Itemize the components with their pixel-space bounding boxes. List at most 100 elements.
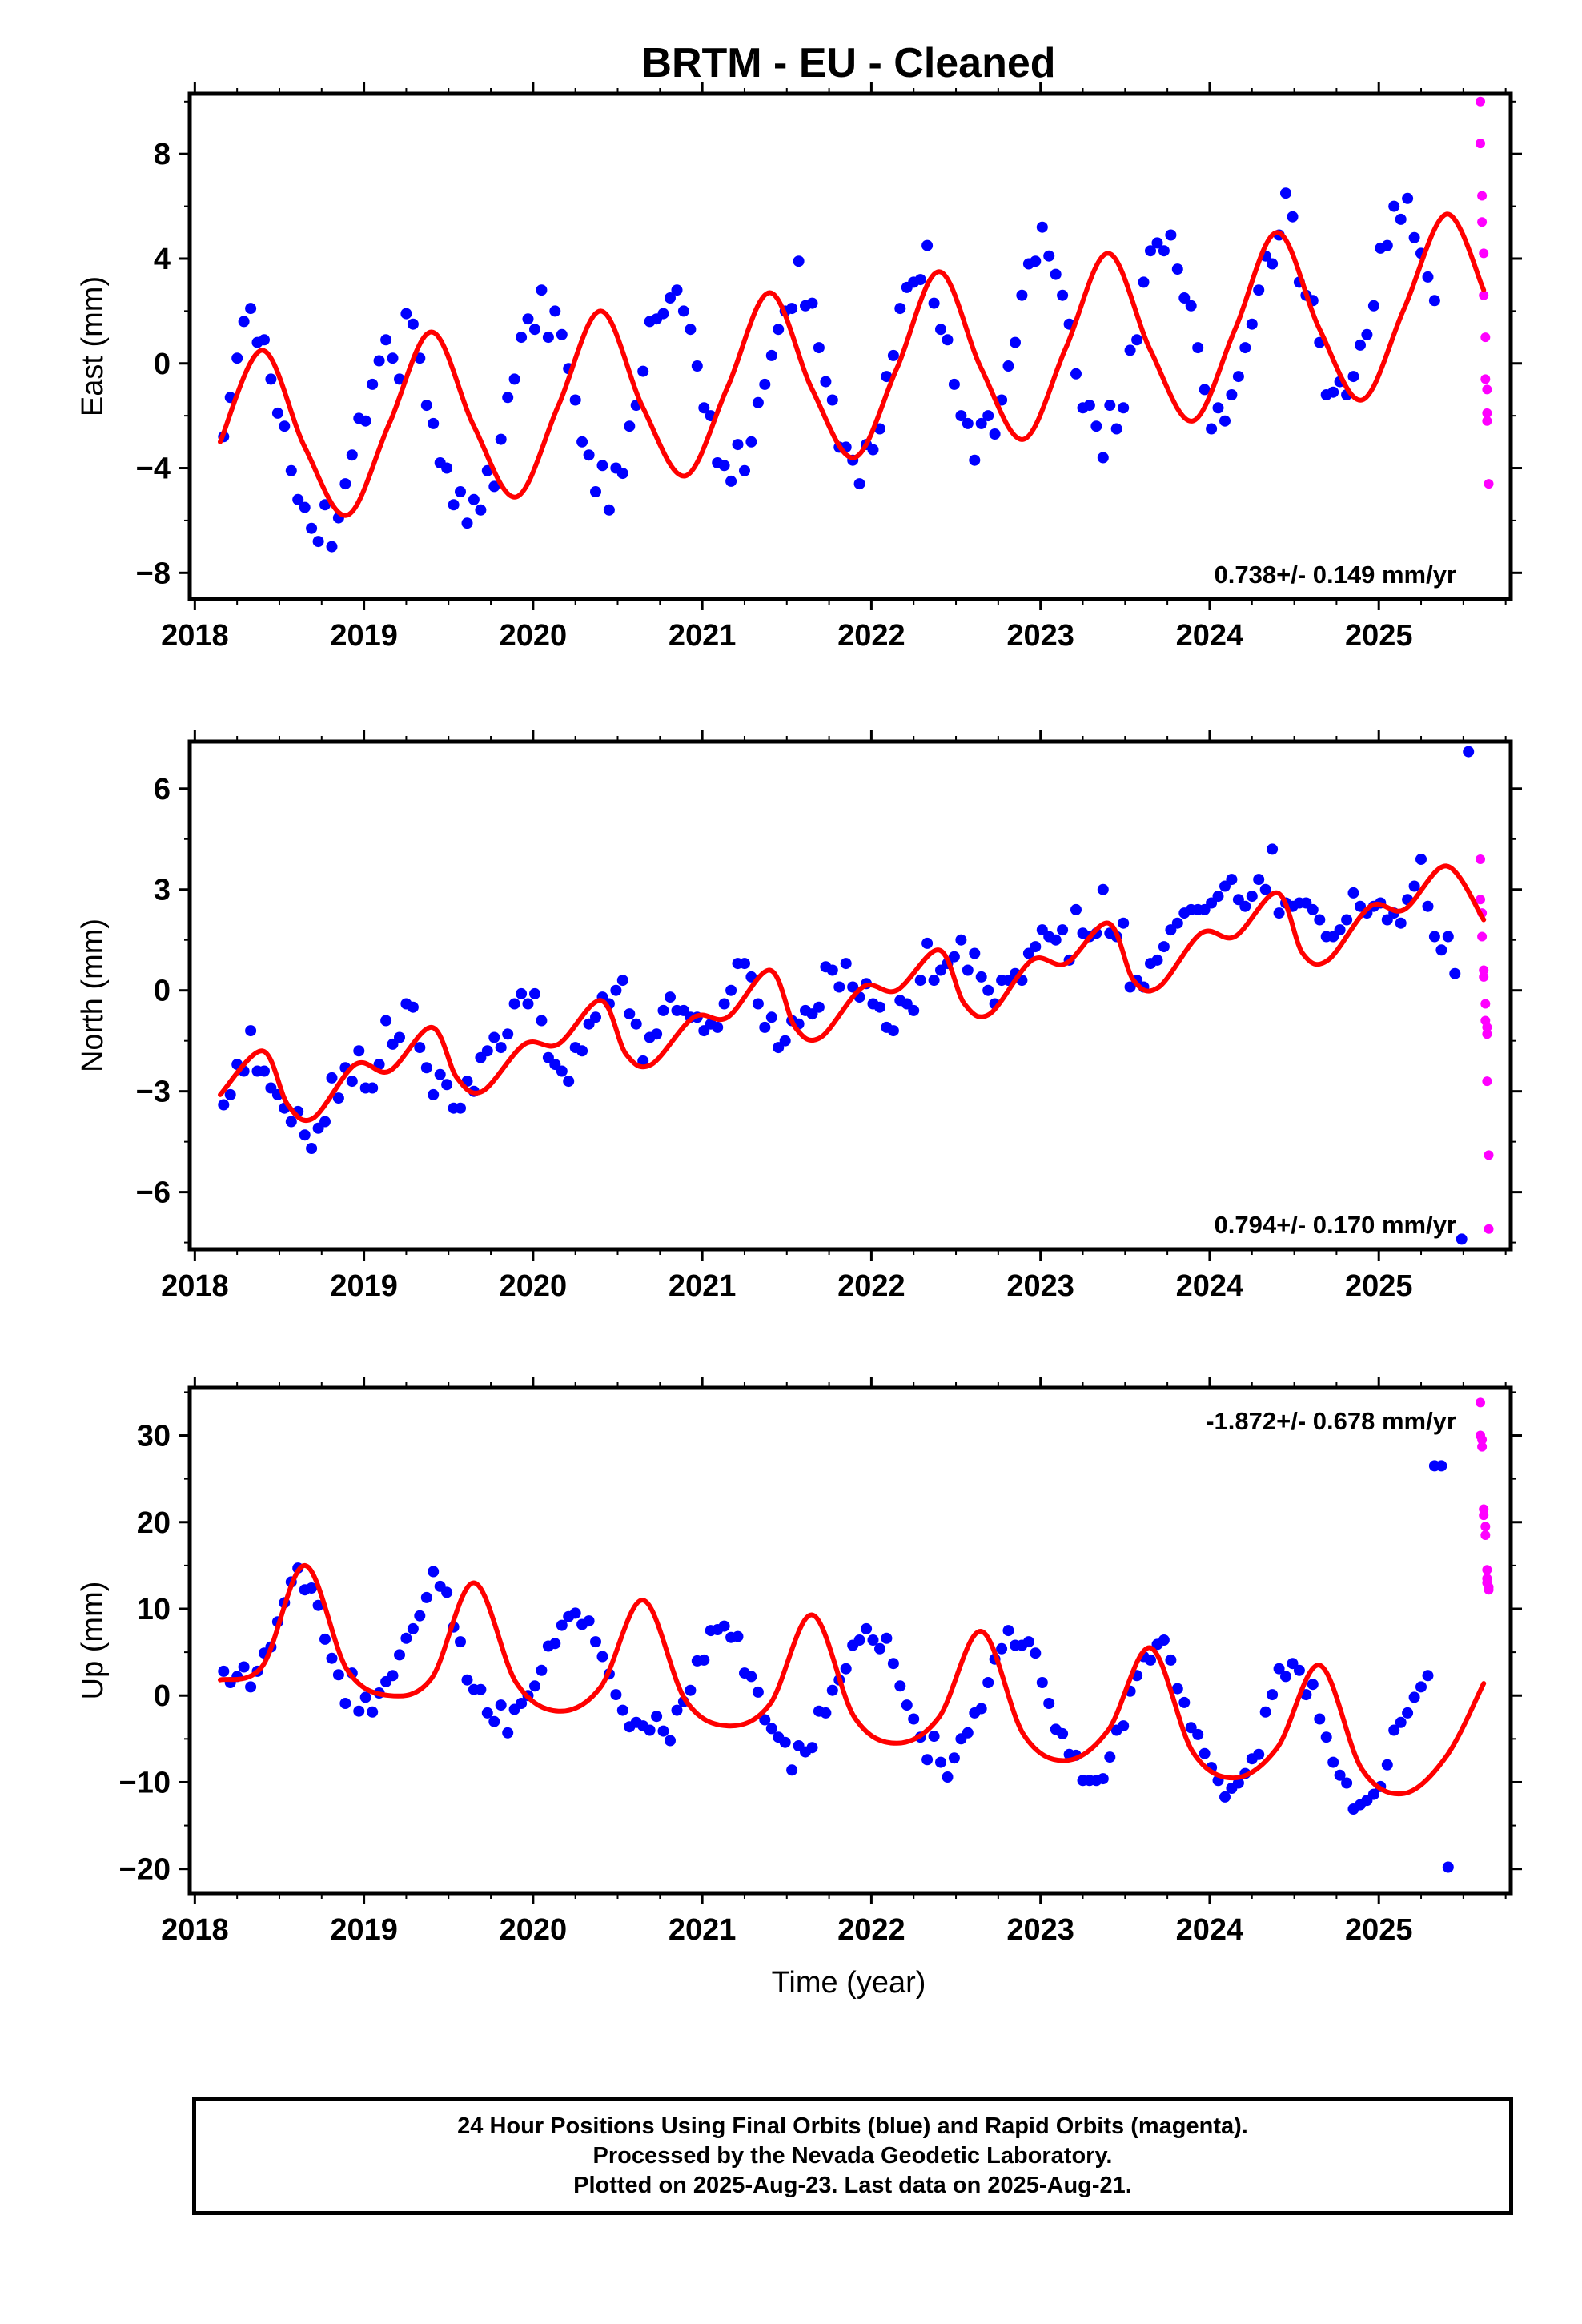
final-orbit-point xyxy=(1118,917,1130,929)
velocity-rate-label: -1.872+/- 0.678 mm/yr xyxy=(1206,1407,1456,1435)
final-orbit-point xyxy=(962,964,974,976)
final-orbit-point xyxy=(914,975,926,987)
y-tick-label: 0 xyxy=(154,348,171,381)
final-orbit-point xyxy=(495,433,507,445)
final-orbit-point xyxy=(817,0,828,6)
final-orbit-point xyxy=(1104,1751,1116,1763)
final-orbit-point xyxy=(881,1632,893,1644)
final-orbit-point xyxy=(238,1661,250,1673)
final-orbit-point xyxy=(299,1129,311,1141)
rapid-orbit-point xyxy=(1480,999,1491,1009)
final-orbit-point xyxy=(569,1607,581,1619)
rapid-orbit-point xyxy=(1479,971,1489,982)
x-tick-label: 2021 xyxy=(669,1913,737,1947)
final-orbit-point xyxy=(549,1059,561,1071)
final-orbit-point xyxy=(651,1711,663,1723)
rapid-orbit-point xyxy=(1482,1029,1492,1039)
final-orbit-point xyxy=(1463,746,1475,758)
rapid-orbit-point xyxy=(1477,1441,1488,1452)
rapid-orbit-point xyxy=(1484,1224,1494,1234)
final-orbit-point xyxy=(685,324,697,336)
final-orbit-point xyxy=(1395,213,1407,225)
final-orbit-point xyxy=(1050,934,1062,946)
final-orbit-point xyxy=(975,1703,987,1715)
final-orbit-point xyxy=(279,420,291,432)
final-orbit-point xyxy=(1171,917,1183,929)
final-orbit-point xyxy=(894,303,906,315)
final-orbit-point xyxy=(516,332,528,344)
rapid-orbit-point xyxy=(1479,248,1489,259)
final-orbit-point xyxy=(657,1725,669,1737)
final-orbit-point xyxy=(874,1642,885,1655)
rapid-orbit-point xyxy=(1477,931,1488,942)
final-orbit-point xyxy=(332,1669,344,1681)
y-axis-label: Up (mm) xyxy=(76,1582,110,1700)
final-orbit-point xyxy=(759,378,771,390)
final-orbit-point xyxy=(353,1705,365,1717)
rapid-orbit-point xyxy=(1482,1076,1492,1087)
final-orbit-point xyxy=(1199,1747,1211,1759)
final-orbit-point xyxy=(1110,423,1122,435)
final-orbit-point xyxy=(1246,891,1258,903)
final-orbit-point xyxy=(657,1004,669,1016)
rapid-orbit-point xyxy=(1477,191,1488,201)
final-orbit-point xyxy=(1361,328,1373,340)
final-orbit-point xyxy=(488,480,500,493)
x-tick-label: 2022 xyxy=(837,1913,905,1947)
final-orbit-point xyxy=(765,1723,777,1735)
final-orbit-point xyxy=(1334,924,1346,936)
final-orbit-point xyxy=(367,1706,379,1718)
final-orbit-point xyxy=(942,1771,954,1783)
final-orbit-point xyxy=(1327,386,1339,398)
final-orbit-point xyxy=(339,1698,351,1709)
final-orbit-point xyxy=(1235,0,1246,6)
final-orbit-point xyxy=(928,975,940,987)
final-orbit-point xyxy=(238,316,250,328)
final-orbit-point xyxy=(1388,1724,1400,1736)
final-orbit-point xyxy=(312,1599,324,1611)
final-orbit-point xyxy=(516,987,528,999)
final-orbit-point xyxy=(914,274,926,286)
final-orbit-point xyxy=(616,468,628,480)
final-orbit-point xyxy=(529,987,540,999)
final-orbit-point xyxy=(806,297,818,309)
final-orbit-point xyxy=(1192,1728,1204,1740)
final-orbit-point xyxy=(1097,452,1109,464)
final-orbit-point xyxy=(407,1001,419,1013)
velocity-rate-label: 0.794+/- 0.170 mm/yr xyxy=(1215,1211,1456,1239)
final-orbit-point xyxy=(982,984,994,996)
final-orbit-point xyxy=(414,1610,426,1622)
final-orbit-point xyxy=(718,1620,730,1632)
x-tick-label: 2020 xyxy=(500,619,568,653)
final-orbit-point xyxy=(603,504,615,516)
final-orbit-point xyxy=(1124,981,1136,993)
final-orbit-point xyxy=(387,352,399,364)
final-orbit-point xyxy=(665,292,676,304)
final-orbit-point xyxy=(1050,268,1062,280)
final-orbit-point xyxy=(1199,384,1211,396)
final-orbit-point xyxy=(874,1001,885,1013)
final-orbit-point xyxy=(420,1591,432,1603)
x-tick-label: 2025 xyxy=(1345,1913,1413,1947)
y-tick-label: 3 xyxy=(154,874,171,907)
final-orbit-point xyxy=(407,318,419,330)
final-orbit-point xyxy=(1253,874,1265,886)
model-fit-line xyxy=(218,1562,1487,1797)
final-orbit-point xyxy=(826,1684,838,1696)
final-orbit-point xyxy=(637,1055,649,1067)
rapid-orbit-point xyxy=(1476,139,1485,149)
final-orbit-point xyxy=(265,1082,277,1094)
final-orbit-point xyxy=(765,349,777,361)
final-orbit-point xyxy=(1083,400,1095,412)
final-orbit-point xyxy=(218,1665,230,1677)
plot-frame xyxy=(187,91,1513,601)
final-orbit-point xyxy=(616,1704,628,1716)
final-orbit-point xyxy=(576,1045,588,1057)
final-orbit-point xyxy=(1171,263,1183,275)
final-orbit-point xyxy=(867,444,879,456)
final-orbit-point xyxy=(292,493,304,505)
final-orbit-point xyxy=(1070,368,1082,380)
final-orbit-point xyxy=(1428,295,1440,307)
